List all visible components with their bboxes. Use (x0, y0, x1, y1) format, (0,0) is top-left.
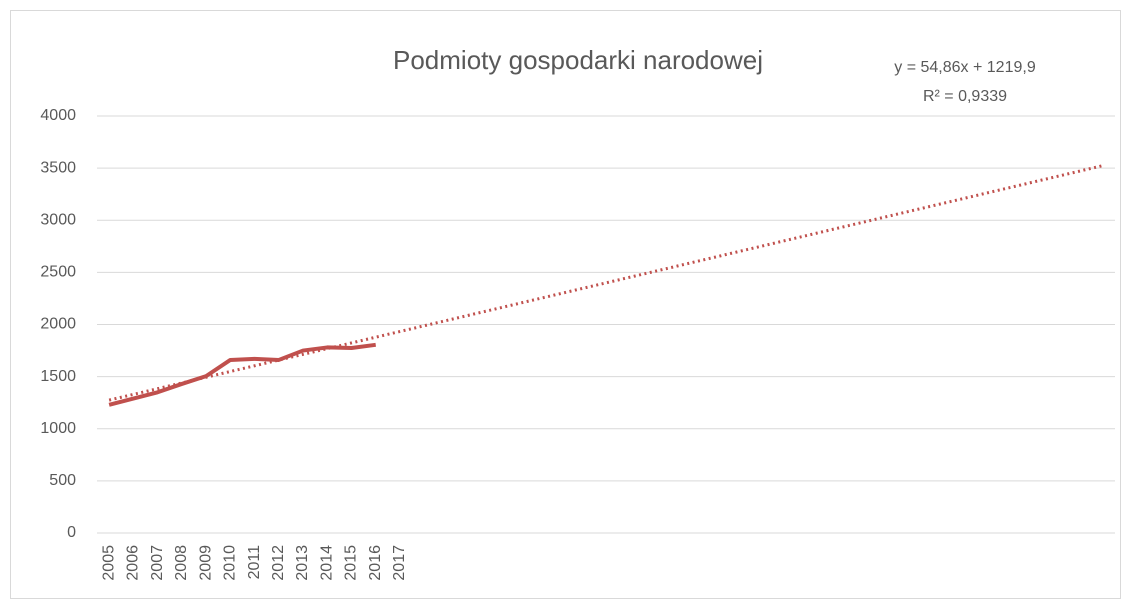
x-tick-label: 2015 (343, 545, 360, 581)
y-tick-label: 2500 (40, 264, 76, 281)
x-tick-label: 2012 (270, 545, 287, 581)
y-tick-label: 4000 (40, 107, 76, 124)
y-tick-label: 1500 (40, 368, 76, 385)
x-tick-label: 2014 (318, 545, 335, 581)
y-tick-label: 3000 (40, 211, 76, 228)
x-tick-label: 2008 (173, 545, 190, 581)
y-tick-label: 2000 (40, 316, 76, 333)
x-tick-label: 2011 (246, 545, 263, 580)
x-tick-label: 2013 (294, 545, 311, 581)
x-tick-label: 2009 (197, 545, 214, 581)
y-tick-label: 3500 (40, 159, 76, 176)
x-tick-label: 2017 (391, 545, 408, 581)
y-tick-label: 0 (67, 524, 76, 541)
chart-border (10, 10, 1121, 599)
x-tick-label: 2005 (100, 545, 117, 581)
y-tick-label: 1000 (40, 420, 76, 437)
x-tick-label: 2007 (149, 545, 166, 581)
data-line (108, 342, 376, 407)
trend-r-squared: R² = 0,9339 (923, 88, 1007, 105)
x-tick-label: 2010 (222, 545, 239, 581)
x-tick-label: 2016 (367, 545, 384, 581)
chart-title: Podmioty gospodarki narodowej (393, 45, 763, 75)
x-tick-label: 2006 (125, 545, 142, 581)
trend-equation: y = 54,86x + 1219,9 (894, 59, 1036, 76)
y-tick-label: 500 (49, 472, 76, 489)
